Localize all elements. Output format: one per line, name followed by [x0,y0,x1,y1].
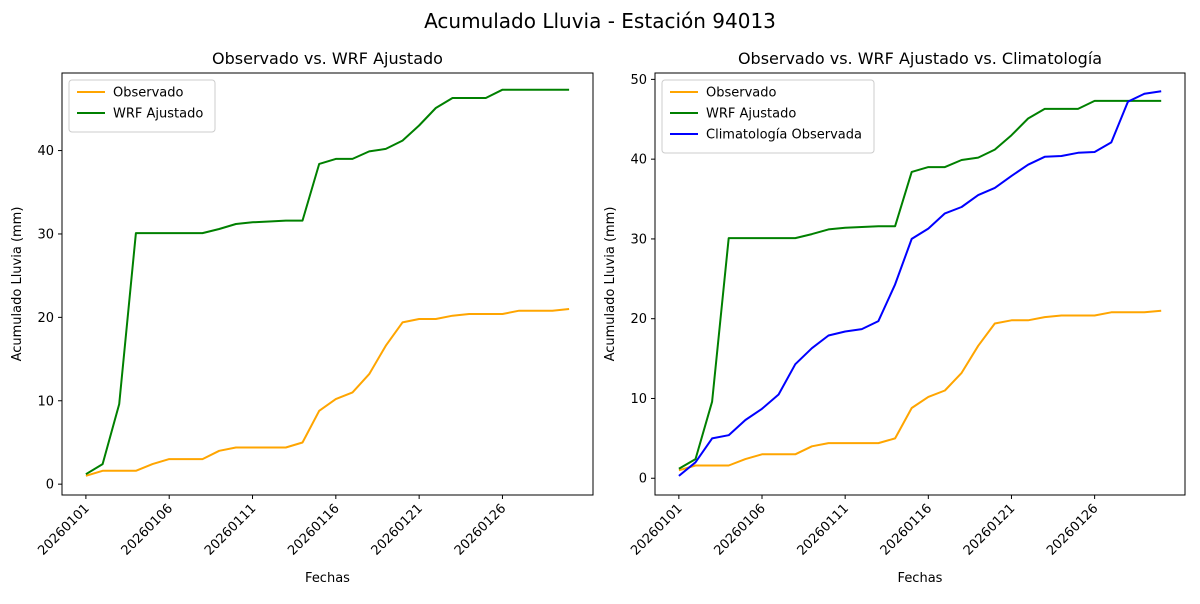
plot-frame [61,72,594,496]
plot-frame [654,72,1186,496]
x-tick-label: 20260101 [35,501,92,558]
x-tick-label: 20260106 [119,501,176,558]
x-tick-label: 20260121 [961,501,1018,558]
legend-label: Climatología Observada [706,128,862,143]
legend-box [661,79,875,154]
legend-label: Observado [113,86,184,101]
y-tick-label: 20 [630,312,647,327]
legend-box [68,79,216,133]
y-tick-label: 0 [46,478,54,493]
x-tick-label: 20260111 [202,501,259,558]
x-axis-label: Fechas [305,571,350,586]
x-axis-label: Fechas [898,571,943,586]
series-line-observado [85,308,570,477]
y-tick-label: 10 [630,392,647,407]
chart-title: Observado vs. WRF Ajustado [212,49,443,68]
y-tick-label: 30 [37,227,54,242]
legend-label: WRF Ajustado [113,107,203,122]
x-tick-label: 20260101 [628,501,685,558]
y-tick-label: 50 [630,73,647,88]
series-line-clima [678,90,1162,477]
y-tick-label: 40 [37,144,54,159]
x-tick-label: 20260116 [878,501,935,558]
y-tick-label: 0 [639,472,647,487]
x-tick-label: 20260121 [369,501,426,558]
series-line-wrf [678,99,1162,470]
series-line-observado [678,309,1162,472]
series-line-wrf [85,88,570,476]
y-axis-label: Acumulado Lluvia (mm) [10,207,25,362]
x-tick-label: 20260126 [452,501,509,558]
chart-1: Observado vs. WRF Ajustado 0 10 20 30 40 20260… [10,49,594,586]
chart-title: Observado vs. WRF Ajustado vs. Climatolo… [738,49,1102,68]
legend-label: WRF Ajustado [706,107,796,122]
chart-2: Observado vs. WRF Ajustado vs. Climatolo… [603,49,1186,586]
y-tick-label: 20 [37,311,54,326]
figure-suptitle: Acumulado Lluvia - Estación 94013 [424,9,776,33]
x-tick-label: 20260126 [1044,501,1101,558]
legend-label: Observado [706,86,777,101]
y-tick-label: 10 [37,394,54,409]
y-tick-label: 40 [630,153,647,168]
y-axis-label: Acumulado Lluvia (mm) [603,207,618,362]
y-tick-label: 30 [630,232,647,247]
x-tick-label: 20260116 [285,501,342,558]
x-tick-label: 20260111 [795,501,852,558]
x-tick-label: 20260106 [711,501,768,558]
